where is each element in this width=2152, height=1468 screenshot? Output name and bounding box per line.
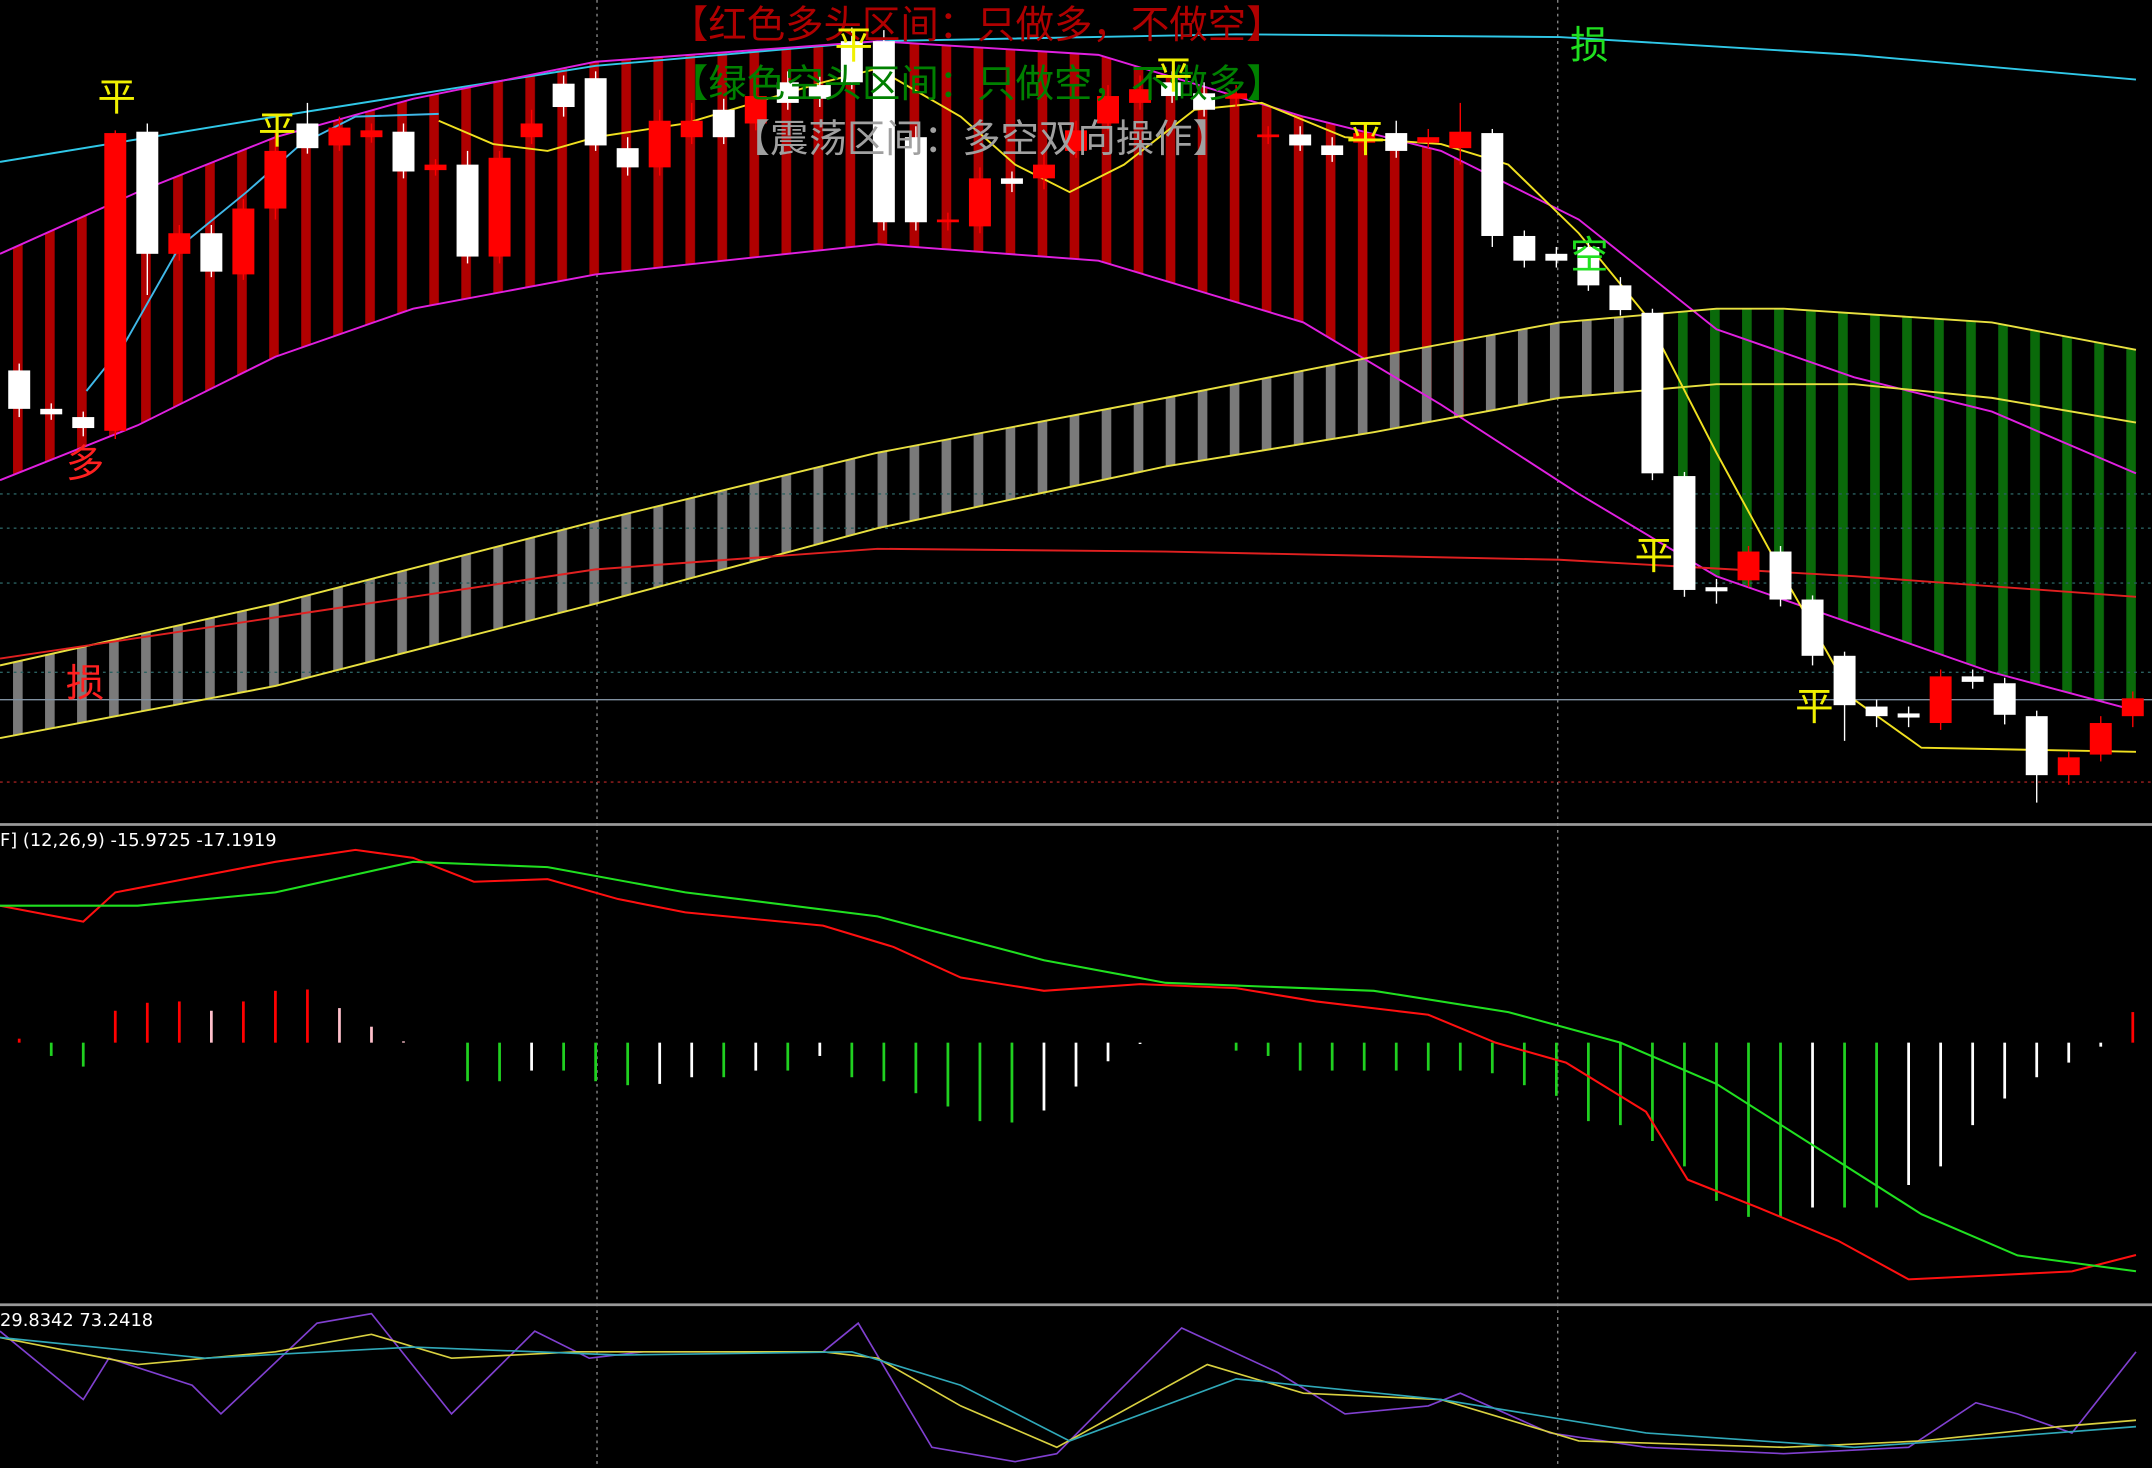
candle-body <box>1353 133 1376 143</box>
candle-body <box>424 164 447 171</box>
candle-body <box>1225 93 1248 99</box>
band-fill <box>0 41 1469 481</box>
line <box>0 848 2137 1281</box>
candle-body <box>1065 130 1087 151</box>
candle-body <box>1032 164 1055 179</box>
line <box>0 243 2137 712</box>
candle-body <box>456 164 479 257</box>
candle-body <box>1289 134 1312 146</box>
annotation: 平 <box>1795 685 1833 730</box>
candle-body <box>1609 285 1632 311</box>
candle-body <box>1929 676 1952 724</box>
candle-body <box>1961 676 1984 682</box>
candle-body <box>2057 757 2080 776</box>
annotation: 平 <box>97 76 135 121</box>
candle-body <box>1673 476 1696 590</box>
candle-body <box>1801 599 1824 656</box>
candle-body <box>1385 133 1408 151</box>
band-fill <box>0 315 1641 739</box>
candle-body <box>1193 93 1216 110</box>
candle-body <box>488 157 511 257</box>
candle-body <box>904 137 927 223</box>
candle-body <box>1993 683 2016 715</box>
candle-body <box>296 123 319 149</box>
candle-body <box>2025 716 2048 776</box>
candle-body <box>1705 587 1728 592</box>
candle-body <box>136 131 159 254</box>
candle-body <box>744 96 767 124</box>
candle-body <box>1257 134 1280 138</box>
annotation: 平 <box>1635 534 1673 579</box>
candle-body <box>1449 131 1472 149</box>
candle-body <box>616 148 639 168</box>
candle-body <box>1161 82 1184 97</box>
line <box>0 860 2137 1273</box>
candle-body <box>712 109 735 138</box>
candle-body <box>936 219 959 223</box>
candle-body <box>168 233 191 254</box>
candle-body <box>1417 137 1440 143</box>
candle-body <box>872 41 895 223</box>
oscillator-label: 29.8342 73.2418 <box>0 1310 153 1331</box>
annotation: 平 <box>258 109 296 154</box>
annotation: 平 <box>834 24 872 69</box>
candle-body <box>2089 723 2112 755</box>
candle-body <box>1481 133 1504 236</box>
candle-body <box>776 82 799 103</box>
candle-body <box>648 120 671 168</box>
candle-body <box>680 120 703 138</box>
candle-body <box>232 208 255 275</box>
candle-body <box>328 127 351 146</box>
candle-body <box>584 78 607 146</box>
candle-body <box>360 130 383 138</box>
candle-body <box>200 233 223 272</box>
macd-label: F] (12,26,9) -15.9725 -17.1919 <box>0 830 277 851</box>
candle-body <box>1545 253 1568 261</box>
line <box>0 1312 2137 1463</box>
candle-body <box>1865 706 1888 717</box>
annotation: 空 <box>1570 233 1608 278</box>
annotation: 【绿色空头区间：只做空，不做多】 <box>670 62 1285 107</box>
candle-body <box>1737 551 1760 581</box>
candle-body <box>1000 178 1023 184</box>
line <box>0 307 2137 667</box>
candle-body <box>8 370 31 409</box>
candle-body <box>40 408 63 415</box>
line <box>0 33 2137 163</box>
candle-body <box>264 150 287 209</box>
candle-body <box>1513 235 1536 261</box>
candle-body <box>392 131 415 172</box>
annotation: 多 <box>66 442 104 487</box>
candle-body <box>1641 312 1664 474</box>
candle-body <box>1897 713 1920 718</box>
annotation: 损 <box>1570 24 1608 69</box>
candle-body <box>1097 96 1120 124</box>
annotation: 【震荡区间：多空双向操作】 <box>732 117 1231 162</box>
annotation: 平 <box>1346 117 1384 162</box>
annotation: 损 <box>66 661 104 706</box>
candle-body <box>2121 698 2144 717</box>
candle-body <box>1321 145 1344 156</box>
candle-body <box>1833 655 1856 706</box>
line <box>0 1336 2137 1449</box>
candle-body <box>840 41 863 83</box>
line <box>0 547 2137 660</box>
candle-body <box>808 85 831 99</box>
annotation: 【红色多头区间：只做多，不做空】 <box>670 3 1285 48</box>
candle-body <box>1129 89 1152 103</box>
candle-body <box>552 83 575 108</box>
candle-body <box>72 417 95 429</box>
band-fill <box>1660 308 2136 711</box>
candle-body <box>968 178 991 227</box>
line <box>0 1333 2137 1449</box>
annotation: 平 <box>1154 54 1192 99</box>
line <box>0 383 2137 740</box>
candle-body <box>520 123 543 138</box>
candle-body <box>1769 551 1792 600</box>
candle-body <box>104 133 127 431</box>
candle-body <box>1577 246 1600 286</box>
